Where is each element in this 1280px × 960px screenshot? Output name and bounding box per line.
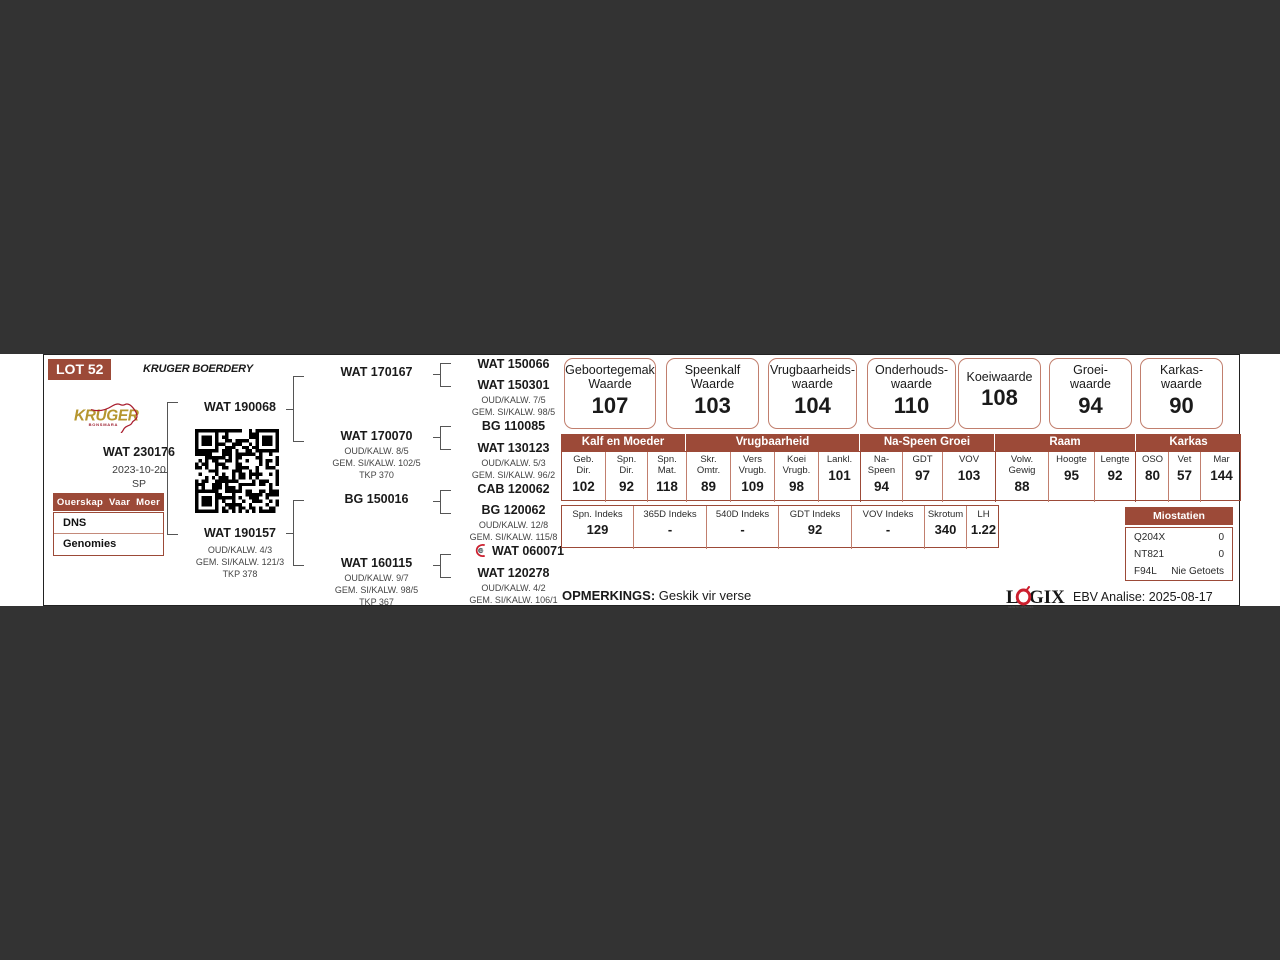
svg-text:GIX: GIX (1029, 587, 1065, 608)
svg-text:BONSMARA: BONSMARA (89, 422, 119, 427)
svg-text:CT: CT (480, 549, 484, 553)
svg-text:GENETIC SERVICES: GENETIC SERVICES (1008, 605, 1034, 608)
